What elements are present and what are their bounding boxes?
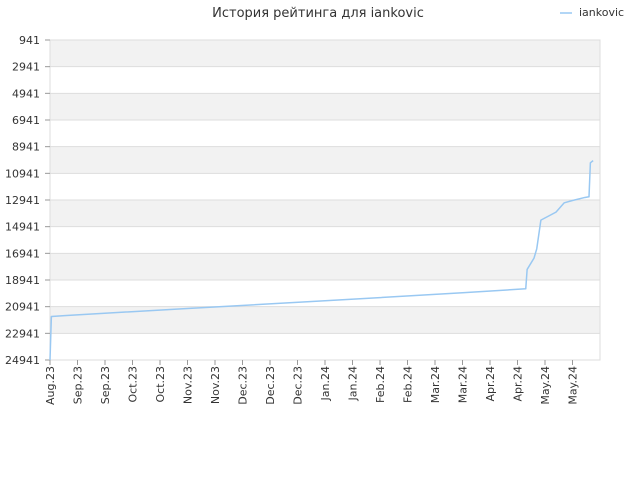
plot-band (50, 146, 600, 174)
x-tick-label: Dec.23 (264, 366, 277, 405)
plot-band (50, 306, 600, 334)
x-tick-label: May.24 (567, 366, 580, 405)
y-tick-label: 14941 (5, 221, 40, 234)
plot-band (50, 40, 600, 67)
y-tick-label: 22941 (5, 327, 40, 340)
series-layer (49, 160, 594, 361)
y-tick-label: 10941 (5, 167, 40, 180)
y-tick-label: 941 (19, 34, 40, 47)
y-tick-label: 16941 (5, 247, 40, 260)
y-tick-label: 24941 (5, 354, 40, 367)
x-tick-label: Oct.23 (154, 366, 167, 403)
y-tick-label: 8941 (12, 141, 40, 154)
y-tick-label: 6941 (12, 114, 40, 127)
x-tick-label: Oct.23 (127, 366, 140, 403)
x-tick-label: Feb.24 (402, 366, 415, 403)
x-tick-label: Jan.24 (319, 366, 332, 401)
x-tick-label: Apr.24 (484, 366, 497, 402)
x-tick-label: Nov.23 (182, 366, 195, 404)
x-tick-label: Dec.23 (292, 366, 305, 405)
plot-band (50, 253, 600, 280)
y-tick-label: 2941 (12, 61, 40, 74)
y-tick-label: 12941 (5, 194, 40, 207)
legend-label: iankovic (579, 6, 624, 19)
y-tick-label: 20941 (5, 301, 40, 314)
y-tick-label: 18941 (5, 274, 40, 287)
chart-title: История рейтинга для iankovic (212, 6, 424, 21)
series-line (49, 160, 594, 361)
x-tick-label: Dec.23 (237, 366, 250, 405)
x-tick-label: Apr.24 (512, 366, 525, 402)
x-tick-label: Sep.23 (72, 366, 85, 404)
x-axis-ticks: Aug.23 Sep.23 Sep.23 Oct.23 Oct.23 Nov.23 Nov.… (44, 360, 580, 405)
y-axis-ticks: 941 2941 4941 6941 8941 10941 12941 14941 16941 1… (5, 34, 50, 367)
x-tick-label: Mar.24 (457, 366, 470, 403)
plot-band (50, 93, 600, 120)
x-tick-label: Feb.24 (374, 366, 387, 403)
legend[interactable]: iankovic (560, 6, 624, 19)
x-tick-label: Aug.23 (44, 366, 57, 405)
x-tick-label: May.24 (539, 366, 552, 405)
y-tick-label: 4941 (12, 87, 40, 100)
x-tick-label: Nov.23 (209, 366, 222, 404)
x-tick-label: Sep.23 (99, 366, 112, 404)
plot-band (50, 200, 600, 227)
x-tick-label: Jan.24 (347, 366, 360, 401)
x-tick-label: Mar.24 (429, 366, 442, 403)
